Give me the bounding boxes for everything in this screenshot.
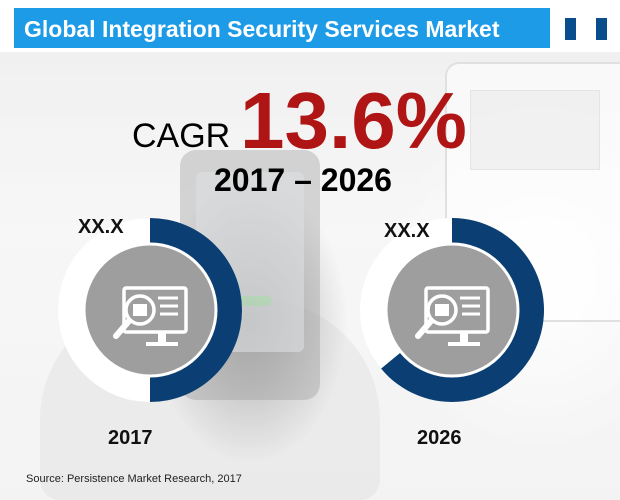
- page-title: Global Integration Security Services Mar…: [24, 16, 500, 42]
- icon-part: [460, 332, 468, 342]
- keypad-screen-shape: [470, 90, 600, 170]
- source-note: Source: Persistence Market Research, 201…: [26, 473, 242, 485]
- donut-value-label: XX.X: [384, 220, 430, 242]
- icon-part: [113, 318, 132, 339]
- phone-button-shape: [232, 296, 272, 306]
- icon-part: [133, 304, 147, 316]
- icon-part: [448, 342, 480, 346]
- icon-part: [435, 304, 449, 316]
- cagr-period: 2017 – 2026: [214, 162, 392, 198]
- icon-part: [415, 318, 434, 339]
- title-block-right: [596, 18, 607, 40]
- icon-part: [122, 286, 188, 334]
- donut-year-label: 2017: [108, 427, 153, 449]
- cagr-value: 13.6%: [240, 76, 467, 165]
- icon-part: [146, 342, 178, 346]
- donut-chart-2017: [58, 218, 242, 402]
- cagr-label: CAGR: [132, 117, 231, 155]
- donut-chart-2026: [360, 218, 544, 402]
- monitor-magnifier-icon: [113, 286, 188, 346]
- title-bar: Global Integration Security Services Mar…: [0, 0, 620, 52]
- title-strip: [14, 8, 550, 48]
- monitor-magnifier-icon: [415, 286, 490, 346]
- donut-year-label: 2026: [417, 427, 462, 449]
- title-block-left: [565, 18, 576, 40]
- donut-value-label: XX.X: [78, 216, 124, 238]
- icon-part: [158, 332, 166, 342]
- icon-part: [424, 286, 490, 334]
